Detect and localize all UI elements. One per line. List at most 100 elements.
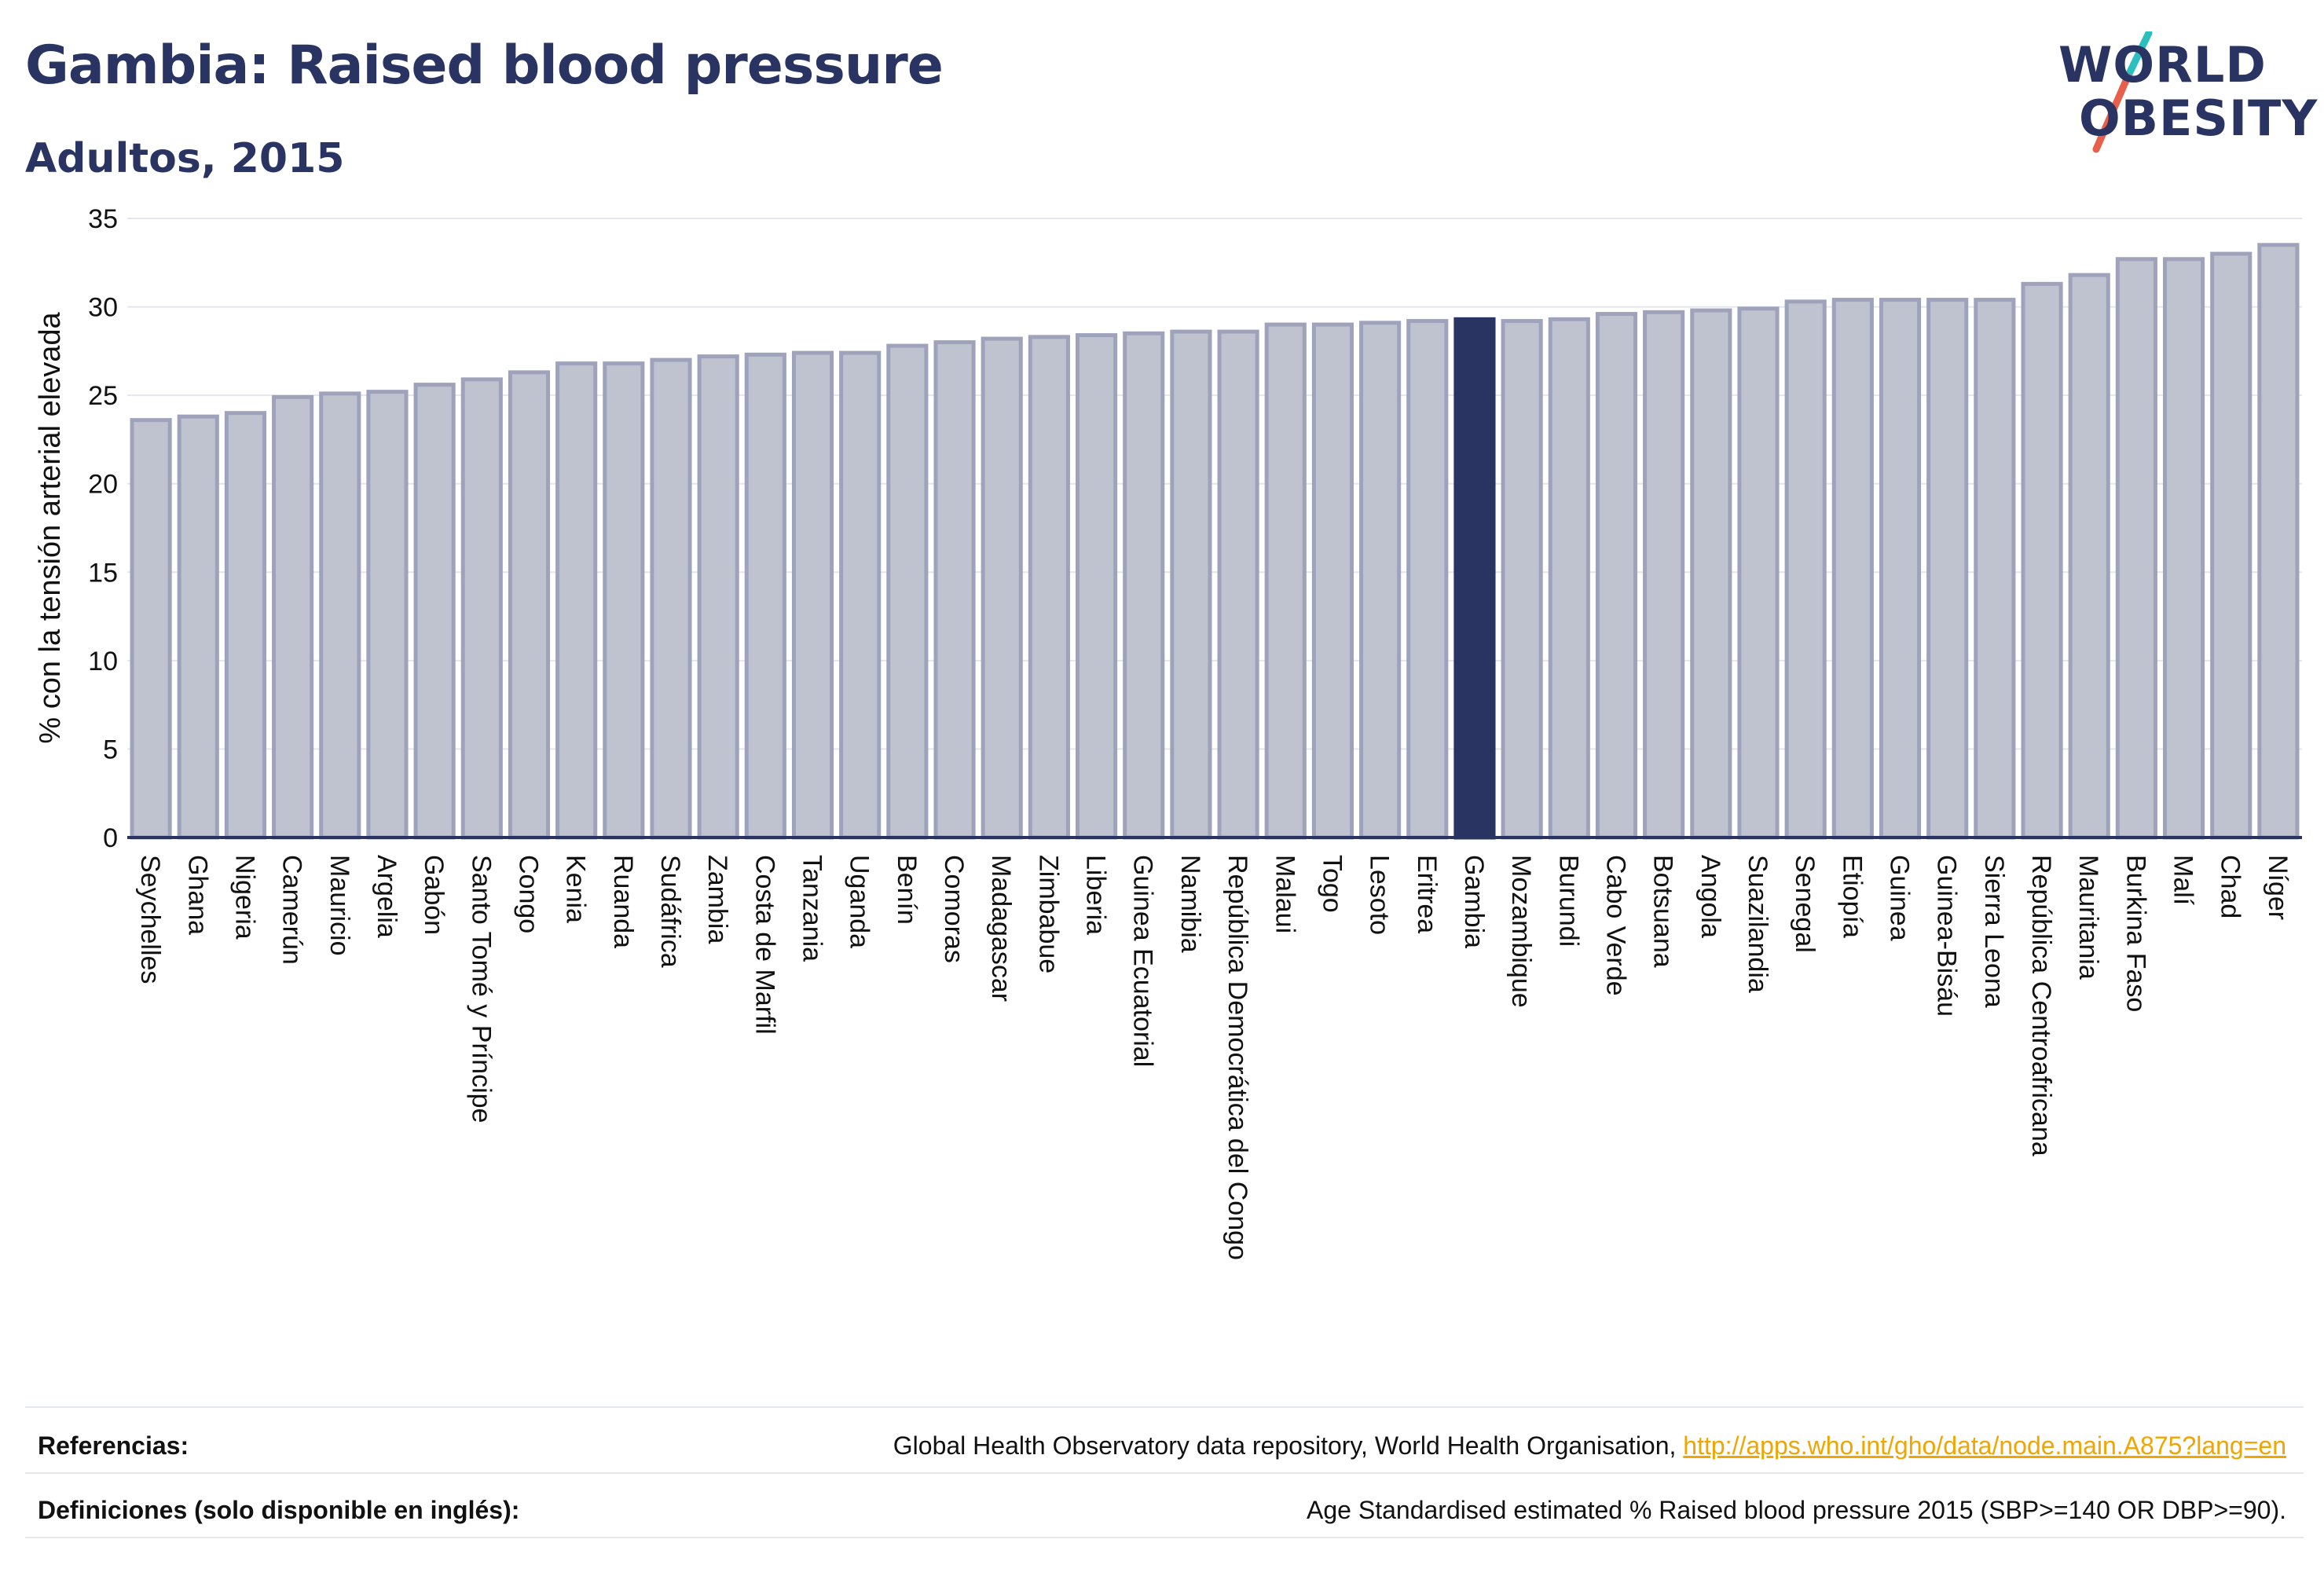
bar[interactable] [366, 390, 409, 840]
x-tick-label: Gambia [1459, 855, 1489, 948]
bar[interactable] [2162, 257, 2205, 840]
bar[interactable] [460, 377, 503, 840]
bar[interactable] [2210, 251, 2253, 840]
bar[interactable] [319, 391, 361, 840]
x-tick-label: Malaui [1270, 855, 1299, 933]
bar[interactable] [1737, 306, 1780, 840]
x-tick-label: Madagascar [986, 855, 1016, 1002]
references-text: Global Health Observatory data repositor… [893, 1431, 2286, 1461]
bar[interactable] [1926, 298, 1969, 840]
bar[interactable] [1831, 298, 1874, 840]
x-axis-labels: Seychelles Ghana Nigeria Camerún Mauricio Arg… [135, 855, 2293, 1260]
bar[interactable] [2115, 257, 2157, 840]
x-tick-label: Namibia [1175, 855, 1205, 953]
chart-subtitle: Adultos, 2015 [25, 135, 345, 182]
x-tick-label: Malí [2168, 855, 2198, 906]
definitions-text: Age Standardised estimated % Raised bloo… [1307, 1496, 2286, 1524]
x-tick-label: Senegal [1790, 855, 1820, 953]
x-tick-label: Congo [513, 855, 543, 933]
bar[interactable] [650, 357, 692, 840]
x-tick-label: Kenia [561, 855, 591, 923]
bar[interactable] [1170, 329, 1212, 840]
bar[interactable] [1311, 322, 1354, 840]
x-tick-label: Camerún [277, 855, 307, 965]
y-tick-label: 0 [103, 823, 118, 853]
logo-slash-icon [2092, 31, 2153, 153]
footer-divider [25, 1537, 2304, 1538]
x-tick-label: Cabo Verde [1600, 855, 1630, 996]
bar[interactable] [886, 343, 929, 840]
bar[interactable] [224, 411, 267, 840]
bar[interactable] [272, 394, 314, 840]
x-tick-label: Mauritania [2073, 855, 2103, 980]
x-tick-label: Liberia [1081, 855, 1111, 935]
x-tick-label: Chad [2216, 855, 2245, 918]
x-tick-label: Costa de Marfil [750, 855, 779, 1035]
bar[interactable] [413, 383, 456, 840]
x-tick-label: Sudáfrica [655, 855, 685, 968]
bar[interactable] [508, 370, 551, 840]
bar[interactable] [1879, 298, 1922, 840]
x-tick-label: Benín [892, 855, 922, 925]
x-tick-label: Mozambique [1506, 855, 1536, 1008]
x-tick-label: Guinea Ecuatorial [1128, 855, 1158, 1067]
bar[interactable] [744, 352, 786, 840]
world-obesity-logo: WORLD OBESITY [2043, 31, 2317, 165]
x-tick-label: Tanzania [797, 855, 827, 962]
references-source: Global Health Observatory data repositor… [893, 1431, 1677, 1460]
x-tick-label: Zimbabue [1033, 855, 1063, 973]
x-tick-label: Nigeria [229, 855, 259, 940]
x-tick-label: Comoras [939, 855, 969, 963]
y-tick-label: 25 [88, 381, 118, 411]
x-tick-label: Guinea [1885, 855, 1915, 941]
bar[interactable] [1974, 298, 2016, 840]
bar[interactable] [2021, 281, 2063, 840]
bar[interactable] [1784, 299, 1827, 840]
bar[interactable] [1548, 317, 1590, 840]
x-tick-label: Uganda [845, 855, 874, 948]
bar[interactable] [1406, 319, 1449, 840]
bar[interactable] [1595, 312, 1638, 840]
bar[interactable] [1359, 321, 1402, 840]
y-axis-ticks: 0 5 10 15 20 25 30 35 [88, 204, 118, 853]
bar[interactable] [839, 350, 882, 840]
bar[interactable] [697, 354, 739, 840]
footer-divider [25, 1472, 2304, 1474]
definitions-label: Definiciones (solo disponible en inglés)… [38, 1496, 520, 1524]
bar[interactable] [1643, 310, 1685, 840]
bar[interactable] [981, 336, 1023, 840]
x-tick-label: Angola [1695, 855, 1725, 938]
bar[interactable] [603, 361, 645, 840]
bar[interactable] [555, 361, 598, 840]
bar[interactable] [130, 418, 172, 840]
x-tick-label: Eritrea [1412, 855, 1442, 933]
x-tick-label: Seychelles [135, 855, 165, 984]
bar[interactable] [1501, 319, 1543, 840]
bar[interactable] [1264, 322, 1307, 840]
bar[interactable] [1690, 308, 1732, 840]
x-tick-label: Lesoto [1365, 855, 1395, 935]
bar[interactable] [2257, 243, 2300, 840]
logo-text-obesity: OBESITY [2079, 90, 2319, 147]
bar[interactable] [1217, 329, 1259, 840]
x-tick-label: Suazilandia [1743, 855, 1772, 993]
x-tick-label: Zambia [702, 855, 732, 944]
bar-highlight[interactable] [1453, 317, 1496, 840]
x-tick-label: Gabón [419, 855, 449, 935]
y-tick-label: 30 [88, 293, 118, 323]
bar[interactable] [177, 414, 219, 840]
bar[interactable] [1028, 335, 1070, 840]
bar[interactable] [1123, 331, 1165, 840]
bar[interactable] [1075, 333, 1118, 840]
bar[interactable] [933, 340, 976, 840]
y-tick-label: 15 [88, 558, 118, 588]
x-tick-label: Níger [2263, 855, 2293, 920]
x-tick-label: República Democrática del Congo [1222, 855, 1252, 1260]
x-tick-label: Burundi [1553, 855, 1583, 947]
bar[interactable] [791, 350, 834, 840]
references-link[interactable]: http://apps.who.int/gho/data/node.main.A… [1683, 1431, 2286, 1460]
y-tick-label: 35 [88, 204, 118, 234]
x-tick-label: Guinea-Bisáu [1932, 855, 1962, 1017]
bar[interactable] [2068, 273, 2110, 840]
y-tick-label: 20 [88, 470, 118, 500]
